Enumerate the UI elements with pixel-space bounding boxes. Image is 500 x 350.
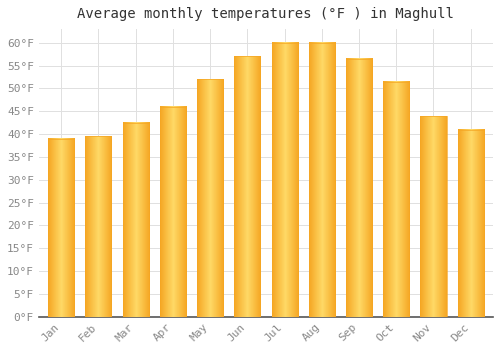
Bar — [420, 116, 446, 317]
Bar — [458, 130, 483, 317]
Title: Average monthly temperatures (°F ) in Maghull: Average monthly temperatures (°F ) in Ma… — [78, 7, 454, 21]
Bar — [197, 79, 223, 317]
Bar — [346, 59, 372, 317]
Bar — [234, 56, 260, 317]
Bar — [48, 139, 74, 317]
Bar — [308, 43, 335, 317]
Bar — [272, 43, 297, 317]
Bar — [122, 123, 148, 317]
Bar — [383, 82, 409, 317]
Bar — [86, 136, 112, 317]
Bar — [160, 107, 186, 317]
